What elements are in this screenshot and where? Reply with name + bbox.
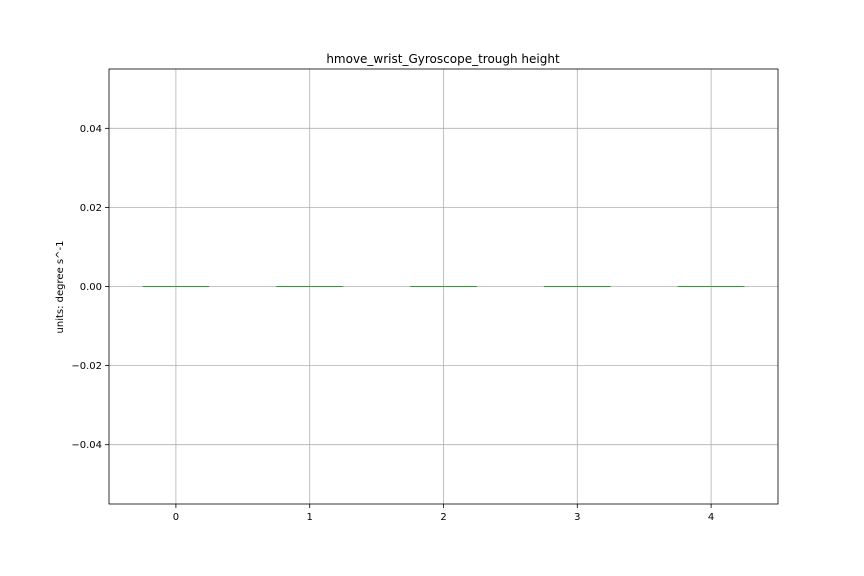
y-tick-label: 0.04 (80, 124, 102, 135)
y-tick-label: −0.02 (71, 361, 102, 372)
ticks-layer: 0 1 2 3 4 −0.04 −0.02 0.00 0.02 0.04 (71, 124, 714, 523)
y-axis-label: units: degree s^-1 (55, 241, 66, 334)
y-tick-label: 0.02 (80, 203, 102, 214)
y-tick-label: 0.00 (80, 282, 102, 293)
y-tick-label: −0.04 (71, 440, 102, 451)
x-tick-label: 2 (440, 512, 446, 523)
x-tick-label: 1 (307, 512, 313, 523)
chart-title: hmove_wrist_Gyroscope_trough height (326, 52, 560, 66)
x-tick-label: 4 (708, 512, 714, 523)
x-tick-label: 0 (173, 512, 179, 523)
x-tick-label: 3 (574, 512, 580, 523)
